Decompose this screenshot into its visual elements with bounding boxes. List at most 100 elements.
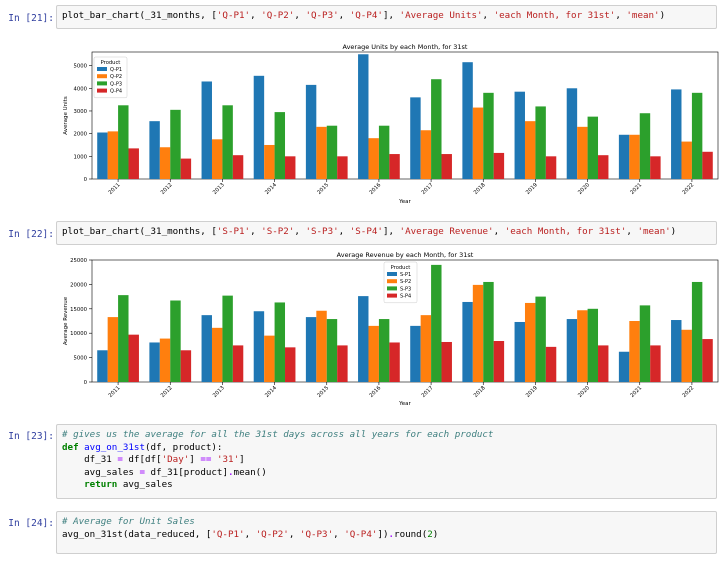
x-tick-label: 2019 — [525, 385, 539, 399]
x-tick-label: 2013 — [212, 385, 226, 399]
code-token: 'S-P3' — [305, 226, 339, 237]
bar-s-p1 — [618, 351, 630, 382]
chart-output-revenue: Average Revenue by each Month, for 31st 0… — [58, 248, 720, 414]
bar-s-p3 — [431, 264, 442, 382]
bar-q-p1 — [97, 132, 108, 179]
legend-swatch — [387, 286, 397, 291]
bar-s-p2 — [629, 321, 640, 382]
x-tick-label: 2012 — [160, 182, 174, 196]
code-token: , — [250, 226, 262, 237]
bar-q-p3 — [431, 79, 442, 179]
x-tick-label: 2013 — [212, 182, 226, 196]
code-token: 'S-P1' — [216, 226, 251, 237]
bar-s-p4 — [493, 341, 505, 382]
x-tick-label: 2018 — [473, 182, 487, 196]
code-token: 'Q-P1' — [211, 528, 245, 540]
bar-q-p2 — [211, 139, 223, 179]
bar-s-p4 — [128, 334, 139, 382]
bar-s-p4 — [337, 345, 348, 382]
bar-s-p2 — [368, 325, 379, 382]
code-token: '31' — [216, 454, 240, 466]
bar-q-p3 — [639, 113, 651, 179]
x-tick-label: 2017 — [421, 182, 435, 196]
bar-s-p2 — [107, 317, 119, 382]
code-cell-24[interactable]: # Average for Unit Sales avg_on_31st(data… — [56, 511, 717, 554]
bar-s-p4 — [232, 345, 244, 382]
y-axis-label: Average Units — [63, 96, 69, 135]
bar-q-p3 — [483, 92, 494, 179]
bar-s-p2 — [316, 310, 327, 382]
cell-prompt: In [21]: — [8, 13, 54, 24]
code-token: . — [227, 466, 234, 478]
bar-s-p3 — [326, 319, 338, 382]
x-tick-label: 2016 — [369, 385, 383, 399]
code-token: == — [200, 454, 212, 466]
code-token: 'S-P4' — [349, 226, 383, 237]
code-token: . — [388, 528, 395, 540]
code-token: plot_bar_chart(_31_months, [ — [62, 226, 217, 237]
bar-s-p2 — [211, 327, 223, 382]
bar-q-p2 — [629, 134, 640, 179]
code-token: ], — [382, 226, 400, 237]
bar-q-p1 — [410, 97, 421, 179]
bar-s-p1 — [514, 321, 525, 382]
bar-q-p3 — [274, 112, 286, 179]
bar-s-p2 — [681, 329, 692, 382]
y-tick-label: 0 — [84, 380, 88, 386]
bar-q-p2 — [472, 107, 484, 179]
code-token: 'S-P2' — [261, 226, 295, 237]
bar-q-p2 — [577, 126, 588, 179]
code-token: avg_on_31st — [84, 441, 145, 453]
bar-q-p1 — [201, 81, 212, 179]
y-tick-label: 5000 — [74, 64, 88, 70]
bar-s-p2 — [159, 338, 171, 382]
code-token: mean() — [233, 466, 267, 478]
code-token: , — [294, 226, 306, 237]
y-tick-label: 2000 — [74, 132, 88, 138]
bar-s-p1 — [97, 350, 108, 382]
code-line: # Average for Unit Sales — [62, 516, 711, 529]
code-token: 'Q-P1' — [216, 10, 251, 21]
code-cell-23[interactable]: # gives us the average for all the 31st … — [56, 424, 717, 499]
legend-swatch — [97, 74, 107, 79]
bar-q-p3 — [118, 105, 129, 179]
legend-swatch — [97, 67, 107, 71]
code-token: ] — [239, 454, 245, 466]
code-line: df_31 = df[df['Day'] == '31'] — [62, 454, 711, 467]
code-cell-21[interactable]: plot_bar_chart(_31_months, ['Q-P1', 'Q-P… — [56, 5, 717, 29]
bar-s-p1 — [671, 320, 682, 382]
code-token: round( — [394, 528, 428, 540]
code-token: 'Q-P3' — [299, 528, 334, 540]
bar-s-p3 — [587, 308, 599, 382]
x-tick-label: 2014 — [264, 385, 278, 399]
code-token: avg_on_31st(data_reduced, [ — [62, 528, 212, 540]
code-token: # gives us the average for all the 31st … — [62, 429, 494, 440]
bar-q-p1 — [671, 89, 682, 179]
code-token: avg_sales — [117, 479, 173, 491]
plot-frame — [91, 51, 719, 180]
bar-s-p4 — [180, 350, 192, 382]
bar-s-p4 — [702, 339, 713, 382]
bar-q-p1 — [462, 62, 473, 180]
x-axis-label: Year — [398, 401, 411, 407]
code-token: , — [333, 528, 345, 540]
bar-s-p4 — [650, 345, 661, 382]
bar-s-p4 — [598, 345, 609, 382]
code-cell-22[interactable]: plot_bar_chart(_31_months, ['S-P1', 'S-P… — [56, 221, 717, 245]
bar-s-p3 — [639, 305, 651, 382]
legend-swatch — [387, 293, 397, 298]
code-line: avg_on_31st(data_reduced, ['Q-P1', 'Q-P2… — [62, 529, 711, 542]
bar-s-p1 — [305, 317, 317, 382]
code-token: ]) — [377, 528, 389, 540]
bar-s-p1 — [201, 315, 212, 382]
legend-swatch — [97, 88, 107, 93]
bar-q-p4 — [650, 156, 661, 179]
legend-label: S-P1 — [400, 272, 411, 278]
bar-s-p3 — [118, 295, 129, 382]
code-token: ) — [670, 226, 677, 237]
bar-q-p4 — [337, 156, 348, 179]
bar-q-p2 — [368, 138, 379, 179]
bar-s-p3 — [378, 319, 390, 382]
cell-prompt: In [23]: — [8, 431, 54, 442]
code-line: return avg_sales — [62, 479, 711, 492]
